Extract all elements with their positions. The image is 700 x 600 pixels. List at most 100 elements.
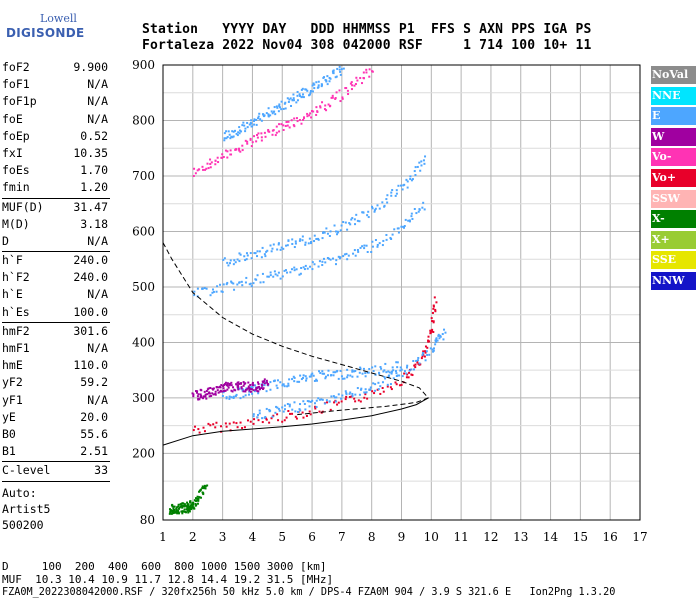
trace-point bbox=[226, 135, 229, 138]
trace-point bbox=[248, 387, 251, 390]
trace-point bbox=[321, 101, 324, 104]
footer-distance-row: D 100 200 400 600 800 1000 1500 3000 [km… bbox=[2, 560, 327, 573]
trace-point bbox=[255, 278, 258, 281]
trace-point bbox=[325, 227, 328, 230]
trace-point bbox=[207, 387, 210, 390]
trace-point bbox=[263, 253, 266, 256]
trace-point bbox=[204, 485, 207, 488]
trace-point bbox=[175, 508, 178, 511]
trace-point bbox=[311, 90, 314, 93]
trace-point bbox=[238, 149, 241, 152]
trace-point bbox=[408, 369, 411, 372]
trace-point bbox=[258, 412, 261, 415]
trace-point bbox=[385, 233, 388, 236]
trace-point bbox=[257, 390, 260, 393]
trace-point bbox=[417, 210, 420, 213]
trace-point bbox=[394, 381, 397, 384]
legend-item: E bbox=[651, 107, 696, 126]
trace-point bbox=[362, 71, 365, 74]
trace-point bbox=[335, 370, 338, 373]
trace-point bbox=[334, 400, 337, 403]
trace-point bbox=[315, 379, 318, 382]
trace-point bbox=[216, 389, 219, 392]
trace-point bbox=[230, 381, 233, 384]
trace-point bbox=[250, 388, 253, 391]
trace-point bbox=[224, 422, 227, 425]
trace-point bbox=[196, 287, 199, 290]
trace-point bbox=[234, 395, 237, 398]
trace-point bbox=[258, 387, 261, 390]
trace-point bbox=[212, 290, 215, 293]
trace-point bbox=[224, 389, 227, 392]
trace-point bbox=[354, 83, 357, 86]
trace-point bbox=[223, 137, 226, 140]
trace-point bbox=[362, 367, 365, 370]
trace-point bbox=[365, 391, 368, 394]
trace-point bbox=[253, 390, 256, 393]
trace-point bbox=[321, 260, 324, 263]
trace-point bbox=[284, 125, 287, 128]
param-value: 1.20 bbox=[80, 180, 108, 195]
trace-point bbox=[362, 77, 365, 80]
trace-point bbox=[406, 364, 409, 367]
trace-point bbox=[222, 258, 225, 261]
param-separator bbox=[2, 480, 110, 482]
model-profile-dashed bbox=[162, 242, 430, 416]
trace-point bbox=[431, 348, 434, 351]
trace-point bbox=[271, 415, 274, 418]
trace-point bbox=[410, 368, 413, 371]
trace-point bbox=[406, 186, 409, 189]
param-key: yE bbox=[2, 409, 16, 424]
trace-point bbox=[220, 290, 223, 293]
trace-point bbox=[310, 373, 313, 376]
trace-point bbox=[236, 426, 239, 429]
trace-point bbox=[181, 505, 184, 508]
trace-point bbox=[273, 379, 276, 382]
trace-point bbox=[223, 257, 226, 260]
trace-point bbox=[432, 330, 435, 333]
trace-point bbox=[256, 274, 259, 277]
trace-point bbox=[226, 383, 229, 386]
trace-point bbox=[240, 130, 243, 133]
trace-point bbox=[414, 363, 417, 366]
trace-point bbox=[443, 328, 446, 331]
trace-point bbox=[310, 240, 313, 243]
trace-point bbox=[249, 420, 252, 423]
trace-point bbox=[323, 402, 326, 405]
trace-point bbox=[249, 388, 252, 391]
trace-point bbox=[236, 283, 239, 286]
trace-point bbox=[293, 376, 296, 379]
trace-point bbox=[274, 273, 277, 276]
trace-point bbox=[354, 370, 357, 373]
trace-point bbox=[324, 377, 327, 380]
trace-point bbox=[432, 349, 435, 352]
trace-point bbox=[219, 425, 222, 428]
trace-point bbox=[230, 135, 233, 138]
legend-item: Vo- bbox=[651, 148, 696, 167]
trace-point bbox=[353, 397, 356, 400]
trace-point bbox=[280, 246, 283, 249]
trace-point bbox=[264, 415, 267, 418]
trace-point bbox=[308, 93, 311, 96]
trace-point bbox=[352, 252, 355, 255]
x-tick-label: 15 bbox=[573, 530, 588, 544]
trace-point bbox=[282, 129, 285, 132]
trace-point bbox=[240, 386, 243, 389]
x-tick-label: 11 bbox=[453, 530, 468, 544]
trace-point bbox=[322, 231, 325, 234]
trace-point bbox=[317, 265, 320, 268]
trace-point bbox=[402, 226, 405, 229]
trace-point bbox=[270, 110, 273, 113]
trace-point bbox=[216, 156, 219, 159]
trace-point bbox=[306, 112, 309, 115]
plot-frame bbox=[162, 64, 641, 521]
trace-point bbox=[288, 403, 291, 406]
trace-point bbox=[249, 383, 252, 386]
trace-point bbox=[350, 88, 353, 91]
trace-point bbox=[396, 361, 399, 364]
trace-point bbox=[252, 413, 255, 416]
trace-point bbox=[188, 510, 191, 513]
param-row: C-level 33 bbox=[2, 463, 108, 480]
trace-point bbox=[390, 191, 393, 194]
trace-point bbox=[256, 390, 259, 393]
